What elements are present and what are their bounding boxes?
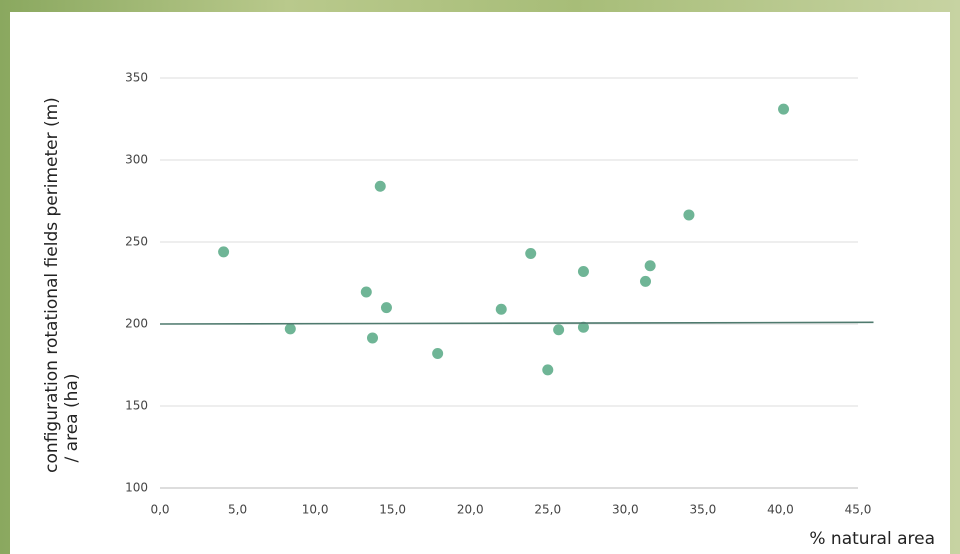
point: [577, 266, 589, 278]
y-axis-title: / area (ha): [62, 374, 82, 463]
point: [644, 260, 656, 272]
point: [495, 303, 507, 315]
point: [367, 332, 379, 344]
y-tick-label: 100: [125, 481, 148, 495]
point: [639, 275, 651, 287]
point: [374, 180, 386, 192]
y-tick-label: 150: [125, 399, 148, 413]
y-axis-title: configuration rotational fields perimete…: [42, 97, 62, 473]
x-tick-label: 0,0: [150, 503, 169, 517]
point: [577, 321, 589, 333]
y-tick-label: 350: [125, 71, 148, 85]
x-tick-label: 20,0: [457, 503, 484, 517]
x-tick-label: 25,0: [534, 503, 561, 517]
point: [380, 302, 392, 314]
chart-panel: [10, 12, 950, 554]
point: [432, 348, 444, 360]
x-tick-label: 5,0: [228, 503, 247, 517]
point: [284, 323, 296, 335]
y-tick-label: 250: [125, 235, 148, 249]
x-tick-label: 45,0: [845, 503, 872, 517]
point: [360, 286, 372, 298]
x-tick-label: 35,0: [690, 503, 717, 517]
x-tick-label: 30,0: [612, 503, 639, 517]
point: [542, 364, 554, 376]
trend-line: [159, 321, 874, 325]
x-tick-label: 40,0: [767, 503, 794, 517]
x-tick-label: 10,0: [302, 503, 329, 517]
point: [683, 209, 695, 221]
y-tick-label: 300: [125, 153, 148, 167]
x-tick-label: 15,0: [379, 503, 406, 517]
point: [218, 246, 230, 258]
point: [525, 247, 537, 259]
y-tick-label: 200: [125, 317, 148, 331]
x-axis-title: % natural area: [809, 529, 935, 549]
point: [553, 324, 565, 336]
point: [778, 103, 790, 115]
